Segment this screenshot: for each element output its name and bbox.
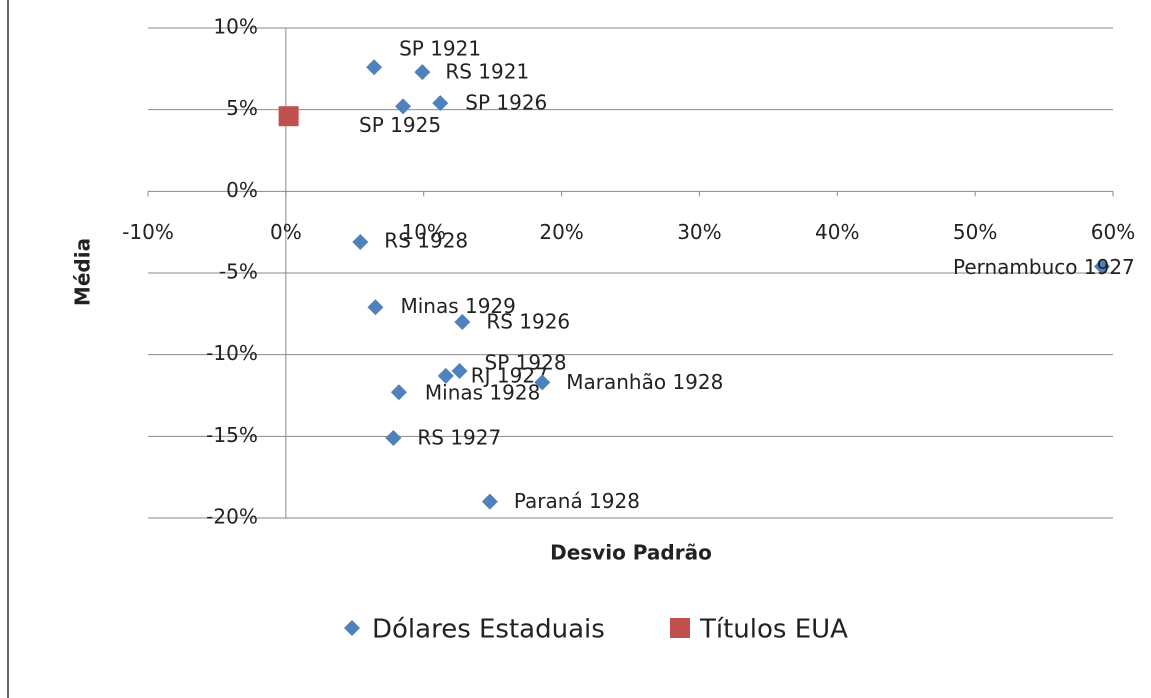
- point-label: SP 1921: [399, 37, 481, 61]
- diamond-marker: [390, 384, 407, 401]
- diamond-marker: [352, 233, 369, 250]
- diamond-marker: [481, 493, 498, 510]
- point-label: RS 1927: [417, 425, 501, 449]
- x-tick-label: 20%: [539, 220, 583, 244]
- x-axis-title: Desvio Padrão: [550, 541, 712, 565]
- y-tick-label: 0%: [226, 178, 258, 202]
- square-marker: [278, 106, 299, 127]
- y-tick-label: -10%: [206, 341, 258, 365]
- diamond-marker: [437, 367, 454, 384]
- y-tick-label: -15%: [206, 423, 258, 447]
- x-tick-label: 0%: [270, 220, 302, 244]
- x-tick-label: 10%: [401, 220, 445, 244]
- diamond-marker: [344, 620, 360, 636]
- x-tick-label: 30%: [677, 220, 721, 244]
- y-tick-label: -5%: [219, 260, 258, 284]
- diamond-marker: [534, 374, 551, 391]
- point-label: Pernambuco 1927: [953, 255, 1135, 279]
- y-tick-label: -20%: [206, 505, 258, 529]
- diamond-marker: [385, 429, 402, 446]
- point-label: Paraná 1928: [514, 489, 640, 513]
- legend-label: Títulos EUA: [699, 615, 848, 645]
- diamond-marker: [414, 64, 431, 81]
- y-tick-label: 5%: [226, 96, 258, 120]
- diamond-marker: [451, 363, 468, 379]
- x-tick-label: 60%: [1091, 220, 1135, 244]
- y-tick-label: 10%: [213, 15, 257, 39]
- point-label: RJ 1927: [471, 363, 548, 387]
- point-label: Maranhão 1928: [566, 370, 723, 394]
- point-label: SP 1925: [359, 113, 441, 137]
- point-label: RS 1928: [384, 228, 468, 252]
- x-tick-label: 40%: [815, 220, 859, 244]
- point-label: SP 1928: [485, 351, 567, 375]
- diamond-marker: [454, 314, 471, 330]
- x-tick-label: -10%: [122, 220, 174, 244]
- point-label: RS 1921: [445, 60, 529, 84]
- diamond-marker: [366, 59, 383, 76]
- y-axis-title: Média: [71, 238, 95, 306]
- diamond-marker: [395, 98, 412, 115]
- diamond-marker: [367, 299, 384, 316]
- square-marker: [670, 618, 690, 638]
- x-tick-label: 50%: [953, 220, 997, 244]
- diamond-marker: [1093, 258, 1110, 275]
- legend-label: Dólares Estaduais: [372, 615, 605, 645]
- diamond-marker: [432, 95, 449, 112]
- point-label: Minas 1929: [400, 294, 515, 318]
- point-label: Minas 1928: [425, 381, 540, 405]
- point-label: RS 1926: [486, 310, 570, 334]
- point-label: SP 1926: [465, 91, 547, 115]
